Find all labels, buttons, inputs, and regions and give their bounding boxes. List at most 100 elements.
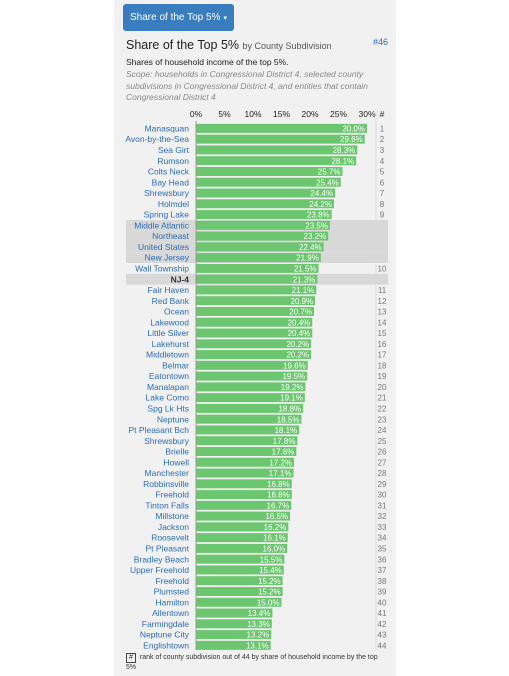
bar xyxy=(196,640,271,650)
value-label: 16.1% xyxy=(263,534,286,543)
x-tick-label: 10% xyxy=(244,109,261,119)
category-label: Eatontown xyxy=(149,371,189,381)
rank-label: 37 xyxy=(378,566,387,575)
value-label: 24.4% xyxy=(310,189,333,198)
metric-dropdown-label: Share of the Top 5% xyxy=(130,12,221,23)
rank-label: 35 xyxy=(378,545,387,554)
chart-subtitle: Shares of household income of the top 5%… xyxy=(126,57,289,67)
rank-label: 26 xyxy=(378,448,387,457)
bar xyxy=(196,285,317,295)
rank-header: # xyxy=(380,109,385,119)
value-label: 17.2% xyxy=(269,458,292,467)
rank-label: 23 xyxy=(378,415,387,424)
category-label: Neptune City xyxy=(140,630,190,640)
category-label: Bradley Beach xyxy=(134,554,190,564)
bar xyxy=(196,339,312,349)
value-label: 20.9% xyxy=(290,297,313,306)
rank-symbol: # xyxy=(126,653,136,663)
category-label: Little Silver xyxy=(147,328,189,338)
value-label: 17.6% xyxy=(272,448,295,457)
value-label: 28.1% xyxy=(331,157,354,166)
category-label: Middletown xyxy=(146,350,189,360)
bar xyxy=(196,468,294,478)
bar xyxy=(196,360,308,370)
category-label: Lakewood xyxy=(150,317,189,327)
rank-label: 39 xyxy=(378,588,387,597)
rank-label: 21 xyxy=(378,394,387,403)
category-label: Freehold xyxy=(155,490,189,500)
value-label: 13.2% xyxy=(247,631,270,640)
chart-scope: Scope: households in Congressional Distr… xyxy=(126,69,368,102)
rank-label: 41 xyxy=(378,609,387,618)
value-label: 18.8% xyxy=(278,404,301,413)
rank-label: 3 xyxy=(380,146,385,155)
value-label: 16.2% xyxy=(264,523,287,532)
category-label: Colts Neck xyxy=(148,167,190,177)
rank-label: 15 xyxy=(378,329,387,338)
bar xyxy=(196,511,291,521)
bar xyxy=(196,479,292,489)
value-label: 13.4% xyxy=(248,609,271,618)
x-tick-label: 0% xyxy=(190,109,203,119)
rank-label: 24 xyxy=(378,426,387,435)
rank-label: 17 xyxy=(378,351,387,360)
bar xyxy=(196,446,297,456)
category-label: Red Bank xyxy=(152,296,190,306)
value-label: 16.5% xyxy=(265,512,288,521)
footnote-text: rank of county subdivision out of 44 by … xyxy=(126,654,378,671)
bar xyxy=(196,500,292,510)
value-label: 16.0% xyxy=(263,545,286,554)
rank-label: 38 xyxy=(378,577,387,586)
category-label: Roosevelt xyxy=(151,533,189,543)
value-label: 16.8% xyxy=(267,491,290,500)
bar xyxy=(196,317,313,327)
rank-label: 32 xyxy=(378,512,387,521)
value-label: 13.1% xyxy=(246,641,269,650)
bar xyxy=(196,220,330,230)
bar xyxy=(196,425,300,435)
category-label: Northeast xyxy=(152,231,189,241)
category-label: Robbinsville xyxy=(143,479,189,489)
value-label: 19.6% xyxy=(283,361,306,370)
rank-link[interactable]: #46 xyxy=(373,37,389,47)
category-label: Sea Girt xyxy=(158,145,190,155)
category-label: Manalapan xyxy=(147,382,189,392)
metric-dropdown-button[interactable]: Share of the Top 5% ▾ xyxy=(123,4,234,31)
value-label: 19.5% xyxy=(282,372,305,381)
chart-title: Share of the Top 5% by County Subdivisio… xyxy=(126,38,332,52)
chart-title-text: Share of the Top 5% xyxy=(126,38,240,52)
category-label: Ocean xyxy=(164,307,189,317)
category-label: Shrewsbury xyxy=(144,436,190,446)
rank-label: 10 xyxy=(378,264,387,273)
footnote: # rank of county subdivision out of 44 by… xyxy=(126,653,388,673)
rank-label: 8 xyxy=(380,200,385,209)
value-label: 21.1% xyxy=(292,286,315,295)
value-label: 15.5% xyxy=(260,555,283,564)
x-tick-label: 15% xyxy=(273,109,290,119)
rank-label: 1 xyxy=(380,124,385,133)
bar xyxy=(196,328,313,338)
bar xyxy=(196,371,308,381)
category-label: Pt Pleasant Bch xyxy=(129,425,190,435)
category-label: Spg Lk Hts xyxy=(147,403,189,413)
value-label: 29.6% xyxy=(340,135,363,144)
rank-label: 43 xyxy=(378,631,387,640)
category-label: Upper Freehold xyxy=(130,565,189,575)
rank-label: 9 xyxy=(380,211,385,220)
rank-label: 14 xyxy=(378,318,387,327)
bar xyxy=(196,576,283,586)
category-label: Holmdel xyxy=(158,199,189,209)
value-label: 15.2% xyxy=(258,577,281,586)
rank-label: 19 xyxy=(378,372,387,381)
bar xyxy=(196,263,319,273)
rank-label: 2 xyxy=(380,135,385,144)
rank-label: 44 xyxy=(378,641,387,650)
rank-label: 42 xyxy=(378,620,387,629)
category-label: Spring Lake xyxy=(144,210,190,220)
rank-label: 11 xyxy=(378,286,387,295)
value-label: 15.2% xyxy=(258,588,281,597)
bar xyxy=(196,382,306,392)
bar xyxy=(196,554,285,564)
value-label: 30.0% xyxy=(342,124,365,133)
